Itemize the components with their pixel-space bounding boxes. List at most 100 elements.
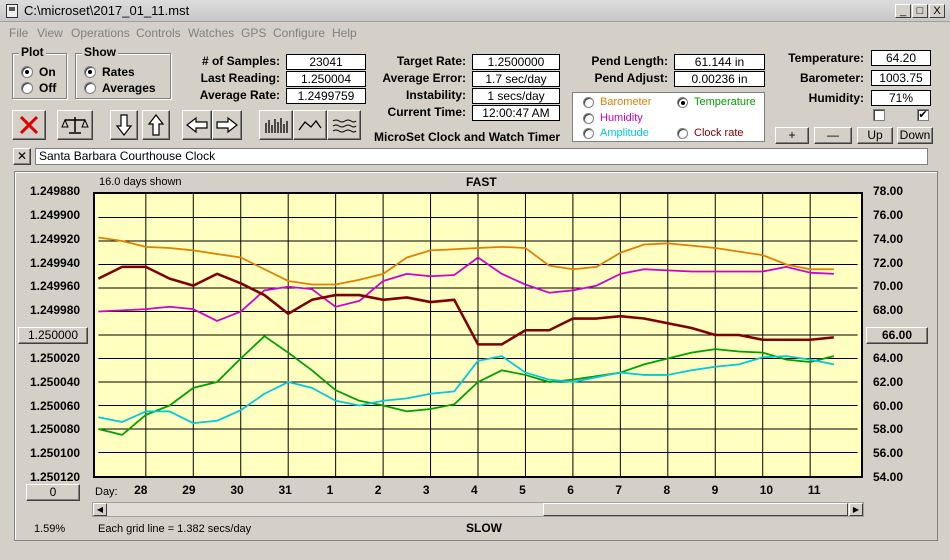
triangle-left-icon: ◀ [96,505,104,514]
menu-view[interactable]: View [37,26,63,40]
grid-note: Each grid line = 1.382 secs/day [98,523,252,535]
left-tick-label: 1.250040 [30,374,81,389]
window-title: C:\microset\2017_01_11.mst [24,3,190,18]
arrow-left-button[interactable] [182,110,212,140]
radio-selected-icon [84,66,96,78]
rate-chart[interactable] [93,192,863,478]
arrow-down-icon [115,114,133,136]
left-tick-label: 1.250120 [30,470,81,484]
sensor-humidity-radio[interactable]: Humidity [583,112,643,124]
show-rates-radio[interactable]: Rates [84,65,135,79]
x-tick-label: 10 [759,483,774,497]
left-center-button[interactable]: 1.250000 [18,327,88,344]
arrow-right-button[interactable] [212,110,242,140]
menu-file[interactable]: File [9,26,29,40]
x-tick-label: 28 [134,483,148,497]
minus-button[interactable]: — [814,127,852,144]
arrow-up-button[interactable] [142,110,170,140]
plot-on-radio[interactable]: On [21,65,56,79]
menu-controls[interactable]: Controls [136,26,181,40]
right-center-button[interactable]: 66.00 [866,327,928,344]
stop-icon [19,115,39,135]
minimize-button[interactable]: _ [895,4,911,18]
plot-group-title: Plot [19,45,46,59]
radio-icon [84,82,96,94]
bar-plot-button[interactable] [259,110,293,140]
barometer-label: Barometer: [799,71,864,85]
clock-name-input[interactable]: Santa Barbara Courthouse Clock [35,148,928,165]
line-plot-button[interactable] [293,110,327,140]
menu-bar: File View Operations Controls Watches GP… [0,23,950,43]
plot-off-radio[interactable]: Off [21,81,56,95]
menu-help[interactable]: Help [332,26,357,40]
target-rate-field[interactable]: 1.2500000 [472,54,560,70]
humidity-field: 71% [871,90,931,106]
show-group: Show Rates Averages [75,45,171,99]
down-button[interactable]: Down [897,127,933,144]
last-reading-label: Last Reading: [200,71,280,85]
left-tick-label: 1.250060 [30,398,81,413]
bar-plot-icon [265,118,288,133]
smooth-plot-icon [332,119,357,133]
up-button[interactable]: Up [857,127,893,144]
x-tick-label: 5 [519,483,526,497]
scroll-left-button[interactable]: ◀ [93,503,107,516]
balance-scale-icon [61,117,89,134]
left-tick-label: 1.250020 [30,350,81,365]
balance-button[interactable] [57,110,93,140]
temperature-field: 64.20 [871,50,931,66]
current-time-field: 12:00:47 AM [472,105,560,121]
zero-button[interactable]: 0 [26,484,80,501]
radio-selected-icon [677,96,688,108]
days-shown-label: 16.0 days shown [99,176,182,188]
time-scrollbar[interactable]: ◀ ▶ [92,502,864,517]
menu-gps[interactable]: GPS [241,26,267,40]
instability-field: 1 secs/day [472,88,560,104]
line-plot-icon [298,119,322,131]
env-checkbox-2[interactable]: ✔ [917,109,929,121]
smooth-plot-button[interactable] [327,110,361,140]
close-icon: ✕ [16,149,28,163]
maximize-button[interactable]: □ [912,4,928,18]
close-button[interactable]: X [929,4,945,18]
slow-label: SLOW [466,521,502,535]
menu-watches[interactable]: Watches [188,26,235,40]
pend-adjust-field: 0.00236 in [674,71,765,87]
sensor-temperature-radio[interactable]: Temperature [677,96,756,108]
samples-label: # of Samples: [201,54,280,68]
arrow-up-icon [147,114,165,136]
scroll-right-button[interactable]: ▶ [849,503,863,516]
average-error-label: Average Error: [382,71,466,85]
clear-name-button[interactable]: ✕ [13,148,31,165]
sensor-clock-rate-radio[interactable]: Clock rate [677,127,744,139]
menu-operations[interactable]: Operations [71,26,130,40]
day-prefix: Day: [95,486,118,498]
series-line-amplitude [98,355,835,425]
scroll-thumb[interactable] [543,503,848,516]
arrow-down-button[interactable] [110,110,138,140]
right-tick-label: 60.00 [873,398,904,413]
x-tick-label: 31 [278,483,292,497]
right-tick-label: 76.00 [873,207,904,222]
x-tick-label: 4 [471,483,478,497]
sensor-barometer-radio[interactable]: Barometer [583,96,651,108]
x-tick-label: 9 [711,483,719,497]
radio-selected-icon [21,66,33,78]
sensor-amplitude-radio[interactable]: Amplitude [583,127,649,139]
left-tick-label: 1.249880 [30,184,81,198]
fast-label: FAST [466,175,497,189]
env-checkbox-1[interactable] [873,109,885,121]
series-line-barometer [98,236,834,286]
show-averages-radio[interactable]: Averages [84,81,156,95]
left-tick-label: 1.250100 [30,446,81,461]
last-reading-field: 1.250004 [286,71,366,87]
percent-label: 1.59% [34,523,66,535]
chart-panel [14,171,938,541]
average-rate-label: Average Rate: [199,88,280,102]
menu-configure[interactable]: Configure [273,26,326,40]
left-tick-label: 1.249980 [30,303,81,318]
right-tick-label: 64.00 [873,350,904,365]
stop-button[interactable] [12,110,46,140]
plus-button[interactable]: + [775,127,809,144]
plot-group: Plot On Off [12,45,67,99]
